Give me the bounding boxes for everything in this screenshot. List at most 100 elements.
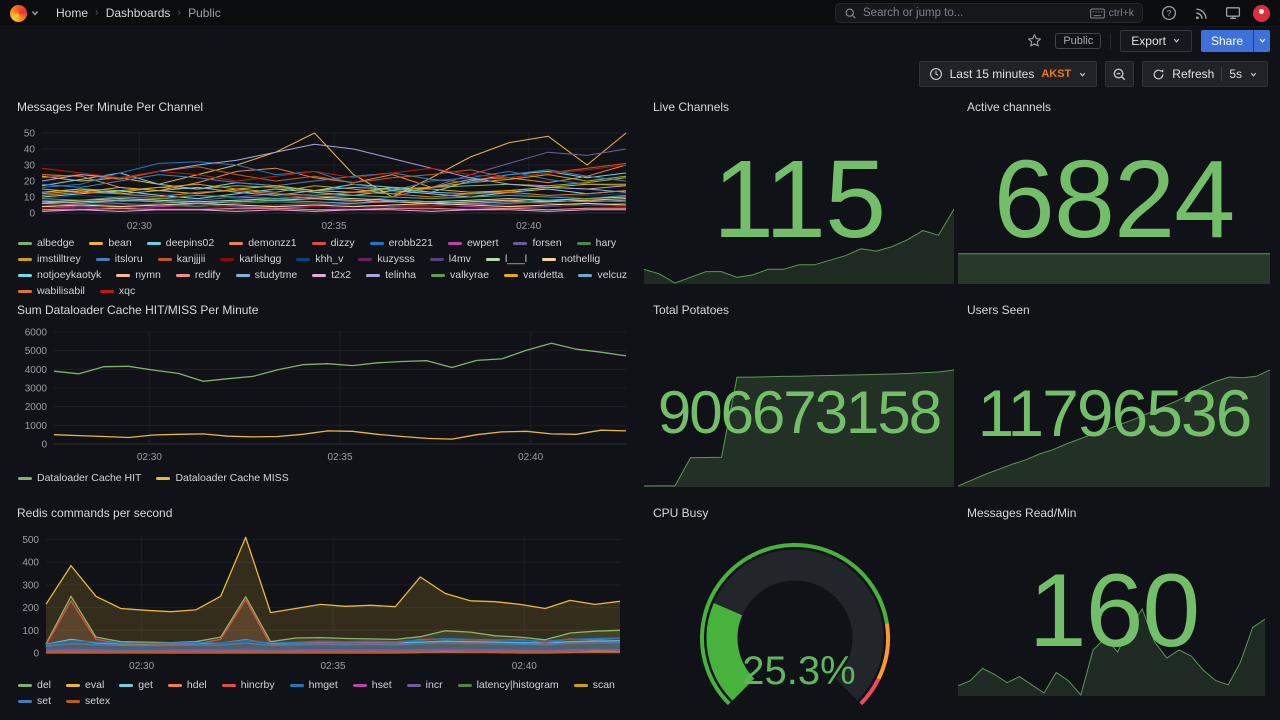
legend-item[interactable]: kuzysss xyxy=(358,253,415,265)
legend-item[interactable]: setex xyxy=(66,695,110,707)
legend-item[interactable]: dizzy xyxy=(311,237,355,249)
legend-item[interactable]: bean xyxy=(89,237,132,249)
legend-item[interactable]: incr xyxy=(406,679,443,691)
panel-title[interactable]: Messages Per Minute Per Channel xyxy=(17,100,204,114)
refresh-button-group[interactable]: Refresh 5s xyxy=(1142,61,1268,87)
legend-series-color xyxy=(573,683,588,687)
legend-item[interactable]: l___l xyxy=(485,253,527,265)
refresh-label: Refresh xyxy=(1172,67,1215,81)
panel-title[interactable]: Total Potatoes xyxy=(653,303,730,317)
share-menu-button[interactable] xyxy=(1253,29,1270,52)
share-button[interactable]: Share xyxy=(1200,29,1253,52)
legend-series-color xyxy=(119,683,134,687)
breadcrumb-current: Public xyxy=(188,6,221,20)
panel-title[interactable]: Active channels xyxy=(967,100,1052,114)
panel-title[interactable]: Live Channels xyxy=(653,100,730,114)
panel-title[interactable]: Sum Dataloader Cache HIT/MISS Per Minute xyxy=(17,303,259,317)
avatar[interactable] xyxy=(1253,4,1270,22)
legend-item[interactable]: albedge xyxy=(18,237,74,249)
legend-item[interactable]: notjoeykaotyk xyxy=(18,269,101,281)
legend-item[interactable]: demonzz1 xyxy=(229,237,297,249)
legend-series-color xyxy=(116,273,131,277)
legend-item[interactable]: nymn xyxy=(116,269,161,281)
legend-item[interactable]: velcuz xyxy=(578,269,627,281)
display-icon[interactable] xyxy=(1221,1,1245,25)
legend-series-color xyxy=(18,476,32,480)
legend-series-label: t2x2 xyxy=(331,269,352,281)
legend-item[interactable]: hary xyxy=(576,237,616,249)
legend-series-label: telinha xyxy=(385,269,417,281)
legend-series-label: eval xyxy=(85,679,105,691)
legend-item[interactable]: erobb221 xyxy=(369,237,433,249)
legend-item[interactable]: xqc xyxy=(99,285,135,297)
legend-item[interactable]: set xyxy=(18,695,51,707)
legend-item[interactable]: del xyxy=(18,679,51,691)
legend-item[interactable]: itsloru xyxy=(95,253,143,265)
legend-item[interactable]: varidetta xyxy=(504,269,563,281)
legend-item[interactable]: redify xyxy=(175,269,221,281)
legend-series-label: karlishgg xyxy=(239,253,282,265)
help-icon[interactable]: ? xyxy=(1157,1,1181,25)
legend-item[interactable]: imstilltrey xyxy=(18,253,81,265)
legend-item[interactable]: get xyxy=(119,679,153,691)
panel-title[interactable]: Users Seen xyxy=(967,303,1030,317)
legend-item[interactable]: forsen xyxy=(513,237,562,249)
panel-active-channels: Active channels 6824 xyxy=(958,95,1270,291)
svg-text:400: 400 xyxy=(22,558,39,569)
stat-sparkline xyxy=(957,369,1271,492)
legend-series-label: studytme xyxy=(254,269,298,281)
zoom-out-button[interactable] xyxy=(1105,61,1135,87)
legend-series-color xyxy=(406,683,421,687)
legend-item[interactable]: hincrby xyxy=(221,679,275,691)
legend-series-color xyxy=(542,257,557,261)
svg-text:02:40: 02:40 xyxy=(516,221,541,232)
org-switcher[interactable] xyxy=(10,4,40,22)
news-rss-icon[interactable] xyxy=(1189,1,1213,25)
legend-series-color xyxy=(576,241,591,245)
timeseries-plot[interactable]: 0 10 20 30 40 50 02:30 02:35 02:40 xyxy=(12,119,632,240)
breadcrumb-home[interactable]: Home xyxy=(56,6,89,20)
legend-series-color xyxy=(221,683,236,687)
timeseries-plot[interactable]: 0 100 200 300 400 500 02:30 02:35 02:40 xyxy=(12,525,632,680)
legend-series-label: l4mv xyxy=(448,253,471,265)
gauge-svg xyxy=(700,543,891,706)
legend-item[interactable]: Dataloader Cache MISS xyxy=(156,472,289,484)
legend-item[interactable]: hset xyxy=(352,679,392,691)
legend-series-label: nothellig xyxy=(561,253,601,265)
legend-item[interactable]: valkyrae xyxy=(431,269,489,281)
legend-series-color xyxy=(95,257,110,261)
legend-item[interactable]: deepins02 xyxy=(146,237,214,249)
legend-item[interactable]: telinha xyxy=(366,269,416,281)
visibility-tag: Public xyxy=(1055,32,1102,49)
legend-item[interactable]: hdel xyxy=(167,679,207,691)
legend-item[interactable]: karlishgg xyxy=(220,253,281,265)
time-range-picker[interactable]: Last 15 minutes AKST xyxy=(918,61,1098,87)
legend-item[interactable]: wabilisabil xyxy=(18,285,85,297)
legend-item[interactable]: latency|histogram xyxy=(457,679,559,691)
timeseries-plot[interactable]: 0 1000 2000 3000 4000 5000 6000 02:30 02:35 02:40 xyxy=(12,322,632,473)
export-button[interactable]: Export xyxy=(1120,29,1192,52)
panel-title[interactable]: CPU Busy xyxy=(653,506,709,520)
legend-item[interactable]: Dataloader Cache HIT xyxy=(18,472,141,484)
legend-item[interactable]: nothellig xyxy=(542,253,600,265)
panel-title[interactable]: Redis commands per second xyxy=(17,506,173,520)
legend-item[interactable]: studytme xyxy=(235,269,298,281)
svg-text:3000: 3000 xyxy=(25,384,48,395)
legend-series-color xyxy=(312,273,327,277)
search-input[interactable] xyxy=(863,7,1084,19)
zoom-out-icon xyxy=(1113,68,1126,80)
legend-item[interactable]: kanjjjii xyxy=(157,253,205,265)
breadcrumb-dashboards[interactable]: Dashboards xyxy=(105,6,171,20)
star-icon[interactable] xyxy=(1022,29,1046,53)
panel-title[interactable]: Messages Read/Min xyxy=(967,506,1077,520)
panel-cpu-busy: CPU Busy 25.3% xyxy=(644,501,954,715)
legend-item[interactable]: hmget xyxy=(289,679,338,691)
legend-item[interactable]: t2x2 xyxy=(312,269,351,281)
chart-svg: 0 10 20 30 40 50 02:30 02:35 02:40 xyxy=(24,129,627,232)
legend-item[interactable]: khh_v xyxy=(296,253,343,265)
search-box[interactable]: ctrl+k xyxy=(835,3,1143,23)
legend-item[interactable]: eval xyxy=(66,679,104,691)
legend-item[interactable]: scan xyxy=(573,679,615,691)
legend-item[interactable]: l4mv xyxy=(429,253,471,265)
legend-item[interactable]: ewpert xyxy=(447,237,498,249)
